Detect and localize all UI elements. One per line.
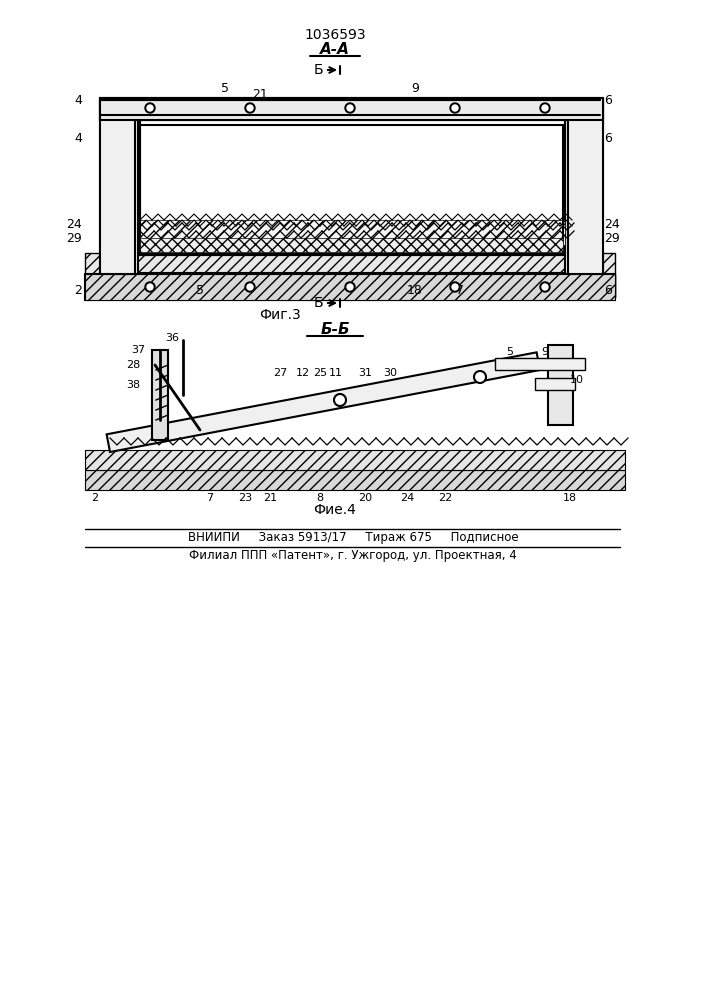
Bar bbox=[568, 99, 603, 274]
Text: 4: 4 bbox=[74, 94, 82, 106]
Text: 21: 21 bbox=[263, 493, 277, 503]
Circle shape bbox=[542, 105, 548, 111]
Text: 29: 29 bbox=[66, 232, 82, 244]
Text: 7: 7 bbox=[456, 284, 464, 296]
Text: 11: 11 bbox=[329, 368, 343, 378]
Circle shape bbox=[542, 284, 548, 290]
Bar bbox=[85, 274, 615, 300]
Text: 4: 4 bbox=[74, 131, 82, 144]
Text: 6: 6 bbox=[604, 284, 612, 296]
Text: 10: 10 bbox=[570, 375, 584, 385]
Bar bbox=[152, 350, 168, 440]
Bar bbox=[548, 345, 573, 425]
Circle shape bbox=[245, 103, 255, 113]
Text: Б: Б bbox=[313, 63, 323, 77]
Text: Филиал ППП «Патент», г. Ужгород, ул. Проектная, 4: Филиал ППП «Патент», г. Ужгород, ул. Про… bbox=[189, 548, 517, 562]
Text: 38: 38 bbox=[126, 380, 140, 390]
Polygon shape bbox=[107, 352, 540, 452]
Text: 25: 25 bbox=[313, 368, 327, 378]
Bar bbox=[85, 275, 615, 297]
Text: 20: 20 bbox=[358, 493, 372, 503]
Circle shape bbox=[540, 282, 550, 292]
Text: 24: 24 bbox=[400, 493, 414, 503]
Text: 8: 8 bbox=[317, 493, 324, 503]
Bar bbox=[495, 358, 585, 370]
Circle shape bbox=[474, 371, 486, 383]
Bar bbox=[85, 470, 625, 490]
Text: 2: 2 bbox=[74, 284, 82, 296]
Text: 36: 36 bbox=[165, 333, 179, 343]
Circle shape bbox=[450, 103, 460, 113]
Text: 5: 5 bbox=[221, 82, 229, 95]
Bar bbox=[85, 450, 625, 470]
Bar bbox=[100, 98, 603, 120]
Circle shape bbox=[345, 282, 355, 292]
Circle shape bbox=[452, 284, 458, 290]
Text: 23: 23 bbox=[238, 493, 252, 503]
Circle shape bbox=[347, 284, 353, 290]
Text: Фиг.3: Фиг.3 bbox=[259, 308, 301, 322]
Bar bbox=[130, 115, 575, 273]
Bar bbox=[85, 275, 615, 297]
Circle shape bbox=[145, 103, 155, 113]
Text: 37: 37 bbox=[131, 345, 145, 355]
Text: 6: 6 bbox=[604, 131, 612, 144]
Circle shape bbox=[345, 103, 355, 113]
Bar bbox=[85, 253, 615, 275]
Bar bbox=[535, 378, 575, 390]
Text: 21: 21 bbox=[252, 89, 268, 102]
Text: 1036593: 1036593 bbox=[304, 28, 366, 42]
Text: 22: 22 bbox=[438, 493, 452, 503]
Bar bbox=[100, 99, 135, 274]
Bar bbox=[85, 274, 615, 300]
Bar bbox=[100, 98, 603, 120]
Text: 27: 27 bbox=[273, 368, 287, 378]
Circle shape bbox=[347, 105, 353, 111]
Text: 5: 5 bbox=[196, 284, 204, 296]
Bar bbox=[140, 125, 563, 255]
Text: 18: 18 bbox=[563, 493, 577, 503]
Circle shape bbox=[540, 103, 550, 113]
Bar bbox=[100, 100, 138, 275]
Text: 24: 24 bbox=[66, 219, 82, 232]
Text: 9: 9 bbox=[411, 82, 419, 95]
Circle shape bbox=[247, 284, 253, 290]
Text: 6: 6 bbox=[604, 94, 612, 106]
Text: 12: 12 bbox=[296, 368, 310, 378]
Circle shape bbox=[145, 282, 155, 292]
Text: Фие.4: Фие.4 bbox=[314, 503, 356, 517]
Text: A-A: A-A bbox=[320, 42, 350, 57]
Circle shape bbox=[147, 284, 153, 290]
Circle shape bbox=[450, 282, 460, 292]
Bar bbox=[565, 100, 603, 275]
Circle shape bbox=[452, 105, 458, 111]
Bar bbox=[140, 120, 565, 255]
Text: 5: 5 bbox=[506, 347, 513, 357]
Text: Б: Б bbox=[313, 296, 323, 310]
Text: ВНИИПИ     Заказ 5913/17     Тираж 675     Подписное: ВНИИПИ Заказ 5913/17 Тираж 675 Подписное bbox=[187, 530, 518, 544]
Circle shape bbox=[147, 105, 153, 111]
Text: 29: 29 bbox=[604, 232, 620, 244]
Circle shape bbox=[334, 394, 346, 406]
Text: 28: 28 bbox=[126, 360, 140, 370]
Bar bbox=[140, 238, 563, 252]
Circle shape bbox=[247, 105, 253, 111]
Text: 24: 24 bbox=[604, 219, 620, 232]
Text: 9: 9 bbox=[542, 347, 549, 357]
Circle shape bbox=[245, 282, 255, 292]
Text: 18: 18 bbox=[407, 284, 423, 296]
Text: 7: 7 bbox=[206, 493, 214, 503]
Text: 31: 31 bbox=[358, 368, 372, 378]
Text: Б-Б: Б-Б bbox=[320, 322, 350, 338]
Bar bbox=[140, 220, 565, 245]
Text: 2: 2 bbox=[91, 493, 98, 503]
Text: 30: 30 bbox=[383, 368, 397, 378]
